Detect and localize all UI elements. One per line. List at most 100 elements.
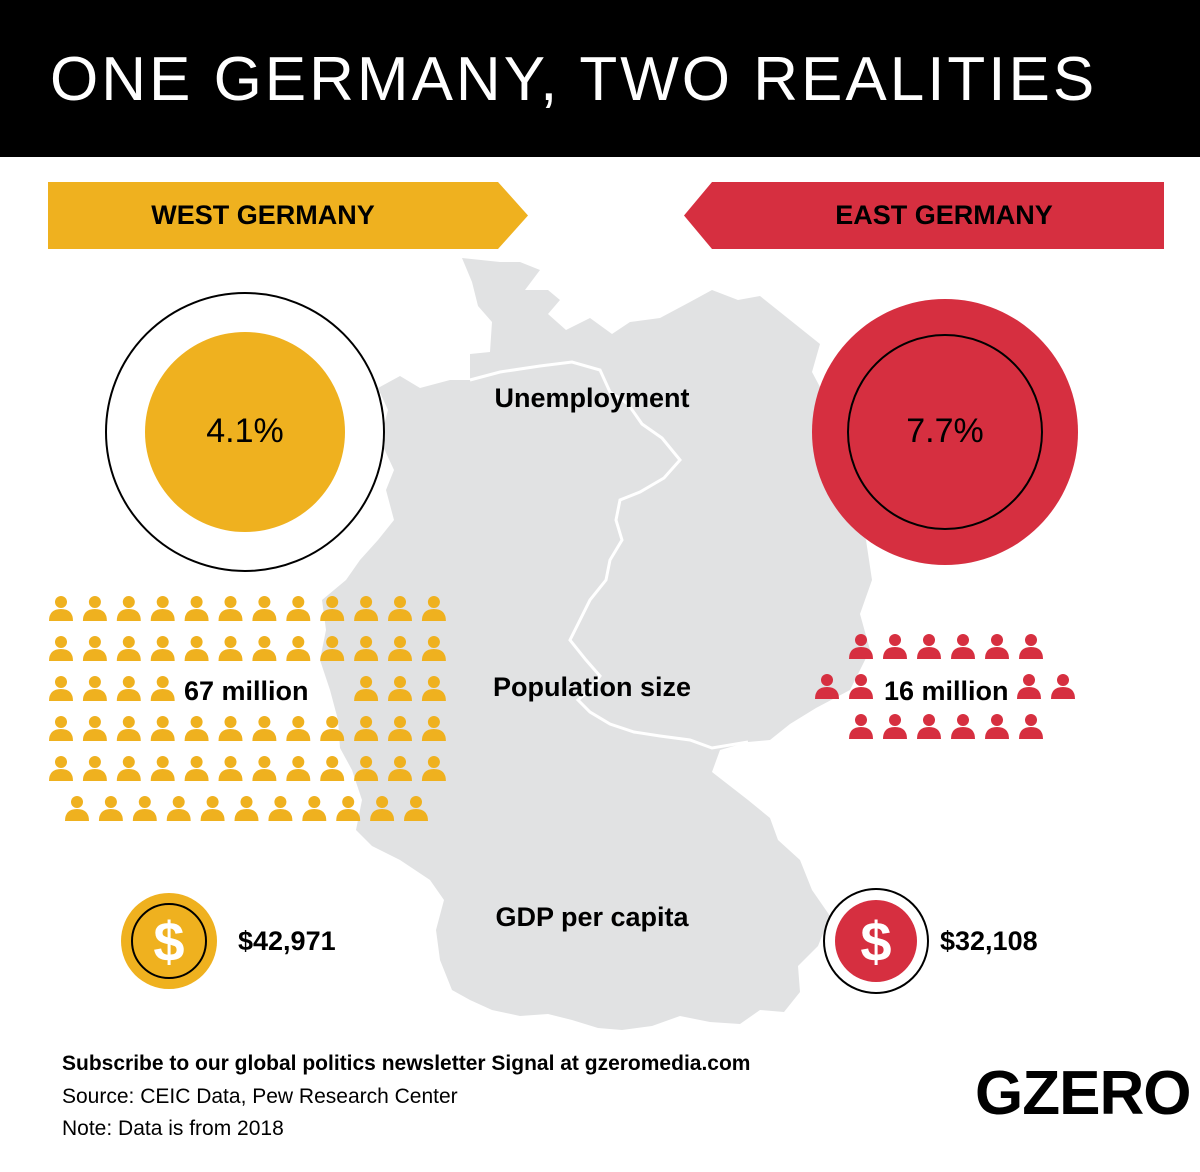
east-person-icon	[1051, 674, 1075, 699]
west-population-icons	[49, 596, 446, 821]
gdp-label: GDP per capita	[495, 902, 689, 932]
west-person-icon	[218, 716, 243, 741]
west-person-icon	[150, 676, 175, 701]
west-person-icon	[82, 676, 107, 701]
west-person-icon	[286, 716, 311, 741]
west-person-icon	[388, 756, 412, 781]
east-person-icon	[849, 634, 873, 659]
unemployment-label: Unemployment	[494, 383, 690, 413]
east-person-icon	[951, 634, 975, 659]
east-germany-label: EAST GERMANY	[835, 200, 1053, 230]
west-person-icon	[302, 796, 327, 821]
east-population-icons	[815, 634, 1075, 739]
west-person-icon	[200, 796, 225, 821]
east-person-icon	[849, 674, 873, 699]
west-person-icon	[268, 796, 293, 821]
west-person-icon	[388, 636, 412, 661]
west-person-icon	[252, 636, 277, 661]
west-person-icon	[49, 596, 73, 621]
west-dollar-coin-icon: $	[121, 893, 217, 989]
west-person-icon	[98, 796, 123, 821]
header-bar: ONE GERMANY, TWO REALITIES	[0, 0, 1200, 157]
west-person-icon	[218, 596, 243, 621]
west-person-icon	[320, 716, 345, 741]
east-population-value: 16 million	[884, 676, 1009, 706]
west-person-icon	[388, 596, 412, 621]
east-dollar-coin-icon: $	[823, 888, 929, 994]
west-person-icon	[116, 636, 141, 661]
west-person-icon	[82, 596, 107, 621]
east-person-icon	[815, 674, 839, 699]
west-person-icon	[166, 796, 191, 821]
west-person-icon	[184, 596, 209, 621]
west-person-icon	[354, 756, 379, 781]
east-unemployment-value: 7.7%	[906, 412, 984, 450]
east-person-icon	[883, 714, 907, 739]
west-person-icon	[252, 596, 277, 621]
west-population-value: 67 million	[184, 676, 309, 706]
note-line: Note: Data is from 2018	[62, 1117, 284, 1140]
west-person-icon	[286, 596, 311, 621]
west-person-icon	[421, 716, 446, 741]
west-person-icon	[116, 716, 141, 741]
west-person-icon	[370, 796, 395, 821]
east-person-icon	[917, 634, 941, 659]
east-person-icon	[917, 714, 941, 739]
west-unemployment-circle	[145, 332, 345, 532]
west-person-icon	[354, 596, 379, 621]
east-unemployment-circle	[812, 299, 1078, 565]
gzero-logo: GZERO	[975, 1059, 1191, 1128]
source-line: Source: CEIC Data, Pew Research Center	[62, 1085, 458, 1108]
west-person-icon	[320, 636, 345, 661]
west-person-icon	[49, 756, 73, 781]
west-person-icon	[354, 676, 379, 701]
east-person-icon	[1019, 634, 1043, 659]
west-person-icon	[150, 596, 175, 621]
west-person-icon	[388, 676, 412, 701]
west-person-icon	[82, 756, 107, 781]
west-person-icon	[354, 636, 379, 661]
west-person-icon	[336, 796, 361, 821]
east-person-icon	[985, 634, 1009, 659]
west-person-icon	[252, 716, 277, 741]
west-person-icon	[65, 796, 89, 821]
west-germany-label: WEST GERMANY	[151, 200, 375, 230]
east-person-icon	[1019, 714, 1043, 739]
west-person-icon	[218, 756, 243, 781]
west-person-icon	[320, 596, 345, 621]
page-title: ONE GERMANY, TWO REALITIES	[50, 45, 1098, 114]
west-person-icon	[421, 636, 446, 661]
west-gdp-value: $42,971	[238, 926, 336, 956]
west-person-icon	[184, 716, 209, 741]
west-person-icon	[82, 716, 107, 741]
west-person-icon	[82, 636, 107, 661]
west-person-icon	[286, 636, 311, 661]
west-unemployment-value: 4.1%	[206, 412, 284, 450]
germany-map-shape	[320, 258, 872, 1030]
east-unemployment-inner-ring	[847, 334, 1043, 530]
west-person-icon	[184, 756, 209, 781]
west-person-icon	[116, 676, 141, 701]
west-person-icon	[421, 756, 446, 781]
west-person-icon	[252, 756, 277, 781]
west-person-icon	[150, 716, 175, 741]
west-person-icon	[184, 636, 209, 661]
west-person-icon	[286, 756, 311, 781]
west-person-icon	[218, 636, 243, 661]
east-person-icon	[951, 714, 975, 739]
west-germany-banner: WEST GERMANY	[48, 182, 528, 249]
east-west-border	[469, 360, 749, 750]
east-person-icon	[1017, 674, 1041, 699]
subscribe-line: Subscribe to our global politics newslet…	[62, 1052, 751, 1075]
west-person-icon	[388, 716, 412, 741]
west-person-icon	[49, 716, 73, 741]
population-label: Population size	[492, 672, 692, 702]
west-person-icon	[49, 676, 73, 701]
west-person-icon	[404, 796, 428, 821]
west-person-icon	[234, 796, 259, 821]
west-person-icon	[49, 636, 73, 661]
west-person-icon	[150, 756, 175, 781]
west-person-icon	[116, 756, 141, 781]
